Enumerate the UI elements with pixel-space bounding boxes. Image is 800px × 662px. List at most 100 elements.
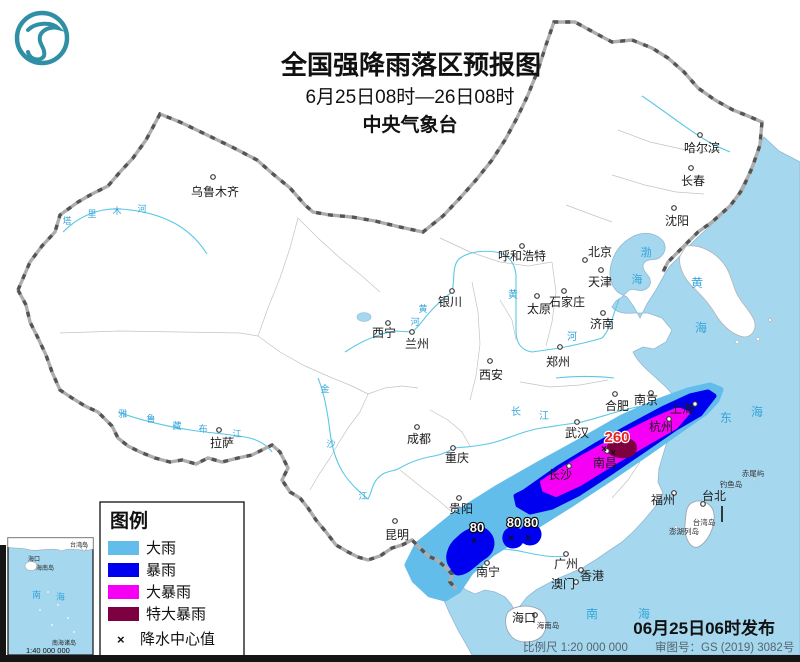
- city-label: 昆明: [385, 528, 409, 542]
- sea-label-char: 海: [638, 606, 650, 621]
- precip-centers: 80 80 80 260 × × × × ×: [469, 428, 631, 547]
- inset-hainan-label: 海南岛: [36, 564, 54, 572]
- inset-taiwan-label: 台湾岛: [70, 541, 88, 549]
- province-boundaries: [59, 129, 716, 521]
- precip-x-icon: ×: [508, 533, 514, 544]
- city-label: 兰州: [405, 337, 429, 351]
- legend-x-icon: ×: [117, 632, 125, 647]
- city-label: 长春: [681, 174, 705, 188]
- city-label: 西安: [479, 367, 503, 382]
- legend-swatch-big-rainstorm: [108, 585, 139, 599]
- inset-sea-char: 南: [32, 589, 41, 600]
- river-label-char: 雅: [118, 408, 127, 419]
- left-frame-bar: [0, 545, 6, 662]
- legend-box: [99, 501, 245, 657]
- taiwan-island: [684, 500, 715, 548]
- river-label-char: 黄: [508, 288, 518, 301]
- legend-swatch-heavy-rain: [108, 541, 139, 555]
- precip-value: 80: [524, 515, 538, 530]
- legend-label: 特大暴雨: [146, 606, 206, 623]
- korea-landmass: [679, 245, 756, 338]
- map-scale: 比例尺 1:20 000 000: [523, 640, 628, 654]
- city-label: 福州: [651, 492, 675, 507]
- city-label: 海口: [512, 610, 536, 625]
- city-label: 南京: [634, 392, 658, 407]
- city-label: 乌鲁木齐: [191, 184, 239, 199]
- island-labels: 钓鱼岛 赤尾屿 澎湖列岛 台湾岛 海南岛: [537, 469, 765, 630]
- river-label-char: 河: [137, 203, 146, 214]
- footer: 06月25日06时发布 比例尺 1:20 000 000 审图号：GS (201…: [523, 618, 794, 654]
- page-title: 全国强降雨落区预报图: [280, 50, 541, 80]
- river-label-char: 江: [539, 410, 549, 422]
- legend: 图例 大雨 暴雨 大暴雨 特大暴雨 × 降水中心值: [99, 501, 245, 657]
- river-label-char: 木: [112, 205, 121, 216]
- city-label: 长沙: [548, 468, 572, 482]
- legend-label: 暴雨: [146, 562, 176, 579]
- river-label-char: 沙: [326, 439, 335, 449]
- sea-label-char: 南: [586, 606, 598, 621]
- china-border: [16, 20, 764, 591]
- sea-label-char: 海: [632, 272, 643, 286]
- legend-swatch-extreme-rainstorm: [108, 607, 139, 621]
- inset-haikou-label: 海口: [28, 555, 40, 563]
- city-labels: 乌鲁木齐 哈尔滨 长春 沈阳 呼和浩特 北京 天津 银川 太原 石家庄 济南 西…: [191, 140, 726, 625]
- city-label: 澳门: [551, 576, 575, 591]
- precip-x-icon: ×: [610, 448, 616, 459]
- city-label: 郑州: [546, 354, 570, 369]
- agency-name: 中央气象台: [362, 113, 457, 136]
- precip-value: 260: [604, 429, 629, 446]
- city-label: 台北: [702, 488, 726, 503]
- river-label-char: 长: [511, 406, 521, 418]
- river-label-char: 布: [198, 423, 207, 434]
- city-label: 天津: [588, 275, 612, 289]
- inset-islands-label: 南海诸岛: [52, 639, 76, 647]
- city-label: 广州: [554, 557, 578, 571]
- city-label: 重庆: [445, 451, 469, 465]
- city-label: 西宁: [372, 325, 396, 340]
- river-label-char: 江: [358, 491, 367, 501]
- island-label: 钓鱼岛: [720, 479, 743, 489]
- legend-swatch-rainstorm: [108, 563, 139, 577]
- bottom-frame-bar: [0, 655, 800, 662]
- legend-marker-label: 降水中心值: [140, 631, 215, 648]
- precip-x-icon: ×: [525, 533, 531, 544]
- sea-label-char: 海: [751, 404, 763, 419]
- island-label: 赤尾屿: [742, 469, 765, 478]
- valid-period: 6月25日08时—26日08时: [305, 86, 514, 108]
- korea-islands: [735, 318, 772, 344]
- precip-value: 80: [507, 515, 521, 530]
- river-label-char: 江: [232, 429, 241, 439]
- water-labels: 塔 里 木 河 黄 河 黄 河 金 沙 江 雅 鲁 藏 布 江 长 江 渤 海 …: [62, 203, 763, 621]
- river-label-char: 塔: [62, 215, 71, 226]
- inset-hainan: [24, 561, 38, 571]
- city-label: 贵阳: [449, 502, 473, 516]
- city-markers: [210, 132, 706, 618]
- city-label: 沈阳: [665, 213, 689, 228]
- south-china-sea-inset: 海口 海南岛 台湾岛 南 海 南海诸岛 1:40 000 000: [7, 537, 94, 656]
- issued-time: 06月25日06时发布: [633, 618, 775, 638]
- river-label-char: 金: [320, 383, 329, 394]
- rivers: [62, 95, 731, 558]
- sea-label-char: 渤: [641, 246, 652, 259]
- sea-label-char: 海: [695, 320, 707, 335]
- inset-box: [7, 537, 94, 656]
- legend-header: 图例: [110, 509, 148, 532]
- legend-label: 大雨: [146, 540, 176, 557]
- city-label: 香港: [580, 569, 604, 583]
- precip-value: 80: [470, 520, 484, 535]
- approval-number: 审图号：GS (2019) 3082号: [655, 640, 794, 654]
- city-label: 南昌: [593, 455, 617, 470]
- city-label: 合肥: [605, 398, 629, 413]
- rain-band-extreme-rainstorm: [607, 437, 637, 459]
- city-label: 济南: [590, 316, 614, 331]
- city-label: 南宁: [476, 564, 500, 579]
- river-label-char: 河: [410, 316, 419, 327]
- island-label: 澎湖列岛: [669, 526, 699, 536]
- river-label-char: 里: [87, 209, 96, 219]
- city-label: 银川: [438, 295, 462, 309]
- city-label: 上海: [670, 401, 694, 416]
- sea-label-char: 东: [720, 411, 732, 425]
- precip-x-icon: ×: [471, 536, 477, 547]
